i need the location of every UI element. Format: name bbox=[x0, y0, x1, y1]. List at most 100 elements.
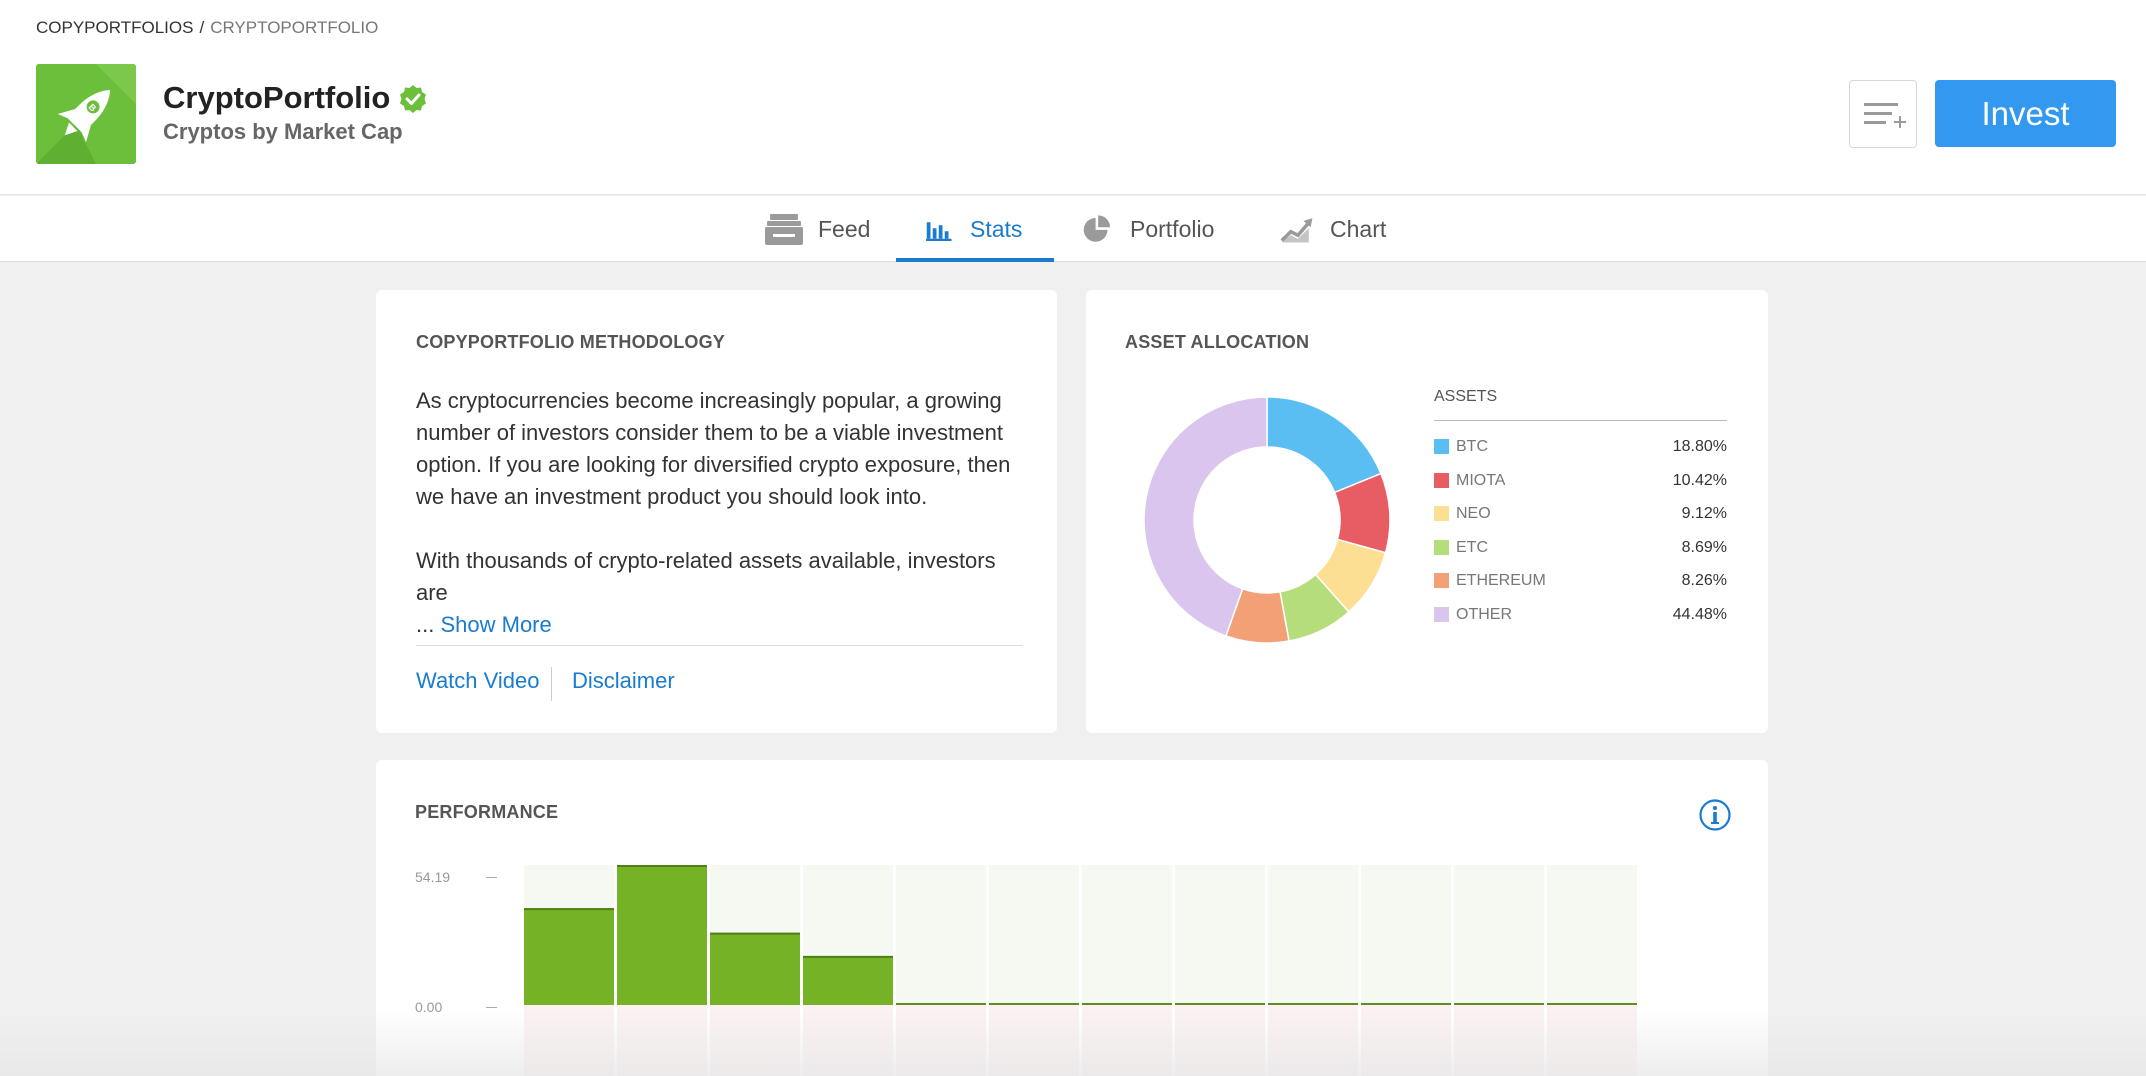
verified-badge-icon bbox=[398, 84, 428, 114]
legend-swatch bbox=[1434, 606, 1449, 622]
performance-bar-zero[interactable] bbox=[1361, 1003, 1451, 1005]
donut-slice-btc[interactable] bbox=[1266, 396, 1382, 494]
performance-bar-zero[interactable] bbox=[989, 1003, 1079, 1005]
legend-asset-percent: 8.26% bbox=[1681, 572, 1727, 589]
legend-asset-name: NEO bbox=[1456, 505, 1491, 522]
show-more-link[interactable]: Show More bbox=[440, 612, 552, 637]
divider bbox=[416, 645, 1023, 646]
methodology-text: As cryptocurrencies become increasingly … bbox=[416, 385, 1026, 641]
performance-bar-zero[interactable] bbox=[896, 1003, 986, 1005]
legend-row-btc[interactable]: BTC 18.80% bbox=[1434, 437, 1727, 457]
tab-portfolio[interactable]: Portfolio bbox=[1082, 196, 1214, 262]
month-column-positive bbox=[1547, 865, 1637, 1005]
performance-bar-zero[interactable] bbox=[1268, 1003, 1358, 1005]
performance-bar-zero[interactable] bbox=[1454, 1003, 1544, 1005]
legend-swatch bbox=[1434, 439, 1449, 454]
page-header: COPYPORTFOLIOS / CRYPTOPORTFOLIO B CryptoP… bbox=[0, 0, 2146, 195]
rocket-bitcoin-icon: B bbox=[36, 64, 136, 164]
performance-bar[interactable] bbox=[524, 908, 614, 1005]
performance-bar-zero[interactable] bbox=[1082, 1003, 1172, 1005]
tab-stats-label: Stats bbox=[970, 215, 1023, 242]
performance-bar-zero[interactable] bbox=[1547, 1003, 1637, 1005]
invest-button[interactable]: Invest bbox=[1935, 80, 2116, 147]
y-tick-mark bbox=[486, 1007, 497, 1008]
donut-slice-other[interactable] bbox=[1143, 396, 1268, 637]
legend-asset-name: ETHEREUM bbox=[1456, 572, 1546, 589]
disclaimer-link[interactable]: Disclaimer bbox=[572, 668, 675, 693]
tab-chart[interactable]: Chart bbox=[1280, 196, 1386, 262]
ellipsis: ... bbox=[416, 612, 435, 637]
methodology-card: COPYPORTFOLIO METHODOLOGY As cryptocurre… bbox=[376, 290, 1057, 733]
asset-allocation-donut bbox=[1143, 396, 1391, 644]
methodology-heading: COPYPORTFOLIO METHODOLOGY bbox=[416, 332, 726, 352]
active-tab-indicator bbox=[896, 258, 1054, 262]
tab-portfolio-label: Portfolio bbox=[1130, 215, 1215, 242]
month-column-positive bbox=[989, 865, 1079, 1005]
add-to-watchlist-button[interactable] bbox=[1849, 80, 1917, 148]
month-column-positive bbox=[1454, 865, 1544, 1005]
pie-chart-icon bbox=[1083, 215, 1111, 242]
month-column-positive bbox=[896, 865, 986, 1005]
legend-row-ethereum[interactable]: ETHEREUM 8.26% bbox=[1434, 571, 1727, 591]
performance-bar[interactable] bbox=[617, 865, 707, 1005]
add-to-watchlist-icon bbox=[1864, 103, 1906, 128]
performance-bar[interactable] bbox=[803, 955, 893, 1005]
legend-swatch bbox=[1434, 472, 1449, 488]
performance-chart: 54.19 0.00 bbox=[415, 865, 1637, 1076]
performance-bar-top bbox=[617, 865, 707, 867]
performance-bar-top bbox=[524, 908, 614, 911]
legend-row-miota[interactable]: MIOTA 10.42% bbox=[1434, 471, 1727, 491]
tab-bar: Feed Stats Portfolio Chart bbox=[0, 196, 2146, 262]
trend-chart-icon bbox=[1280, 218, 1313, 243]
bar-chart-icon bbox=[926, 222, 952, 241]
month-column-negative bbox=[1454, 1005, 1544, 1076]
breadcrumb-current: CRYPTOPORTFOLIO bbox=[210, 18, 379, 37]
legend-asset-name: BTC bbox=[1456, 438, 1488, 455]
legend-asset-percent: 18.80% bbox=[1672, 438, 1727, 455]
tab-chart-label: Chart bbox=[1330, 215, 1387, 242]
legend-swatch bbox=[1434, 573, 1449, 588]
legend-row-etc[interactable]: ETC 8.69% bbox=[1434, 538, 1727, 558]
y-tick-label: 54.19 bbox=[415, 869, 450, 885]
asset-allocation-heading: ASSET ALLOCATION bbox=[1125, 332, 1310, 352]
page-subtitle: Cryptos by Market Cap bbox=[163, 119, 403, 144]
month-column-positive bbox=[1361, 865, 1451, 1005]
watch-video-link[interactable]: Watch Video bbox=[416, 668, 540, 693]
performance-bar-zero[interactable] bbox=[1175, 1003, 1265, 1005]
month-column-positive bbox=[1268, 865, 1358, 1005]
performance-bar-top bbox=[803, 955, 893, 958]
month-column-negative bbox=[1361, 1005, 1451, 1076]
tab-stats[interactable]: Stats bbox=[926, 196, 1022, 262]
month-column-negative bbox=[524, 1005, 614, 1076]
legend-swatch bbox=[1434, 539, 1449, 555]
month-column-negative bbox=[803, 1005, 893, 1076]
assets-legend-heading: ASSETS bbox=[1434, 388, 1498, 405]
methodology-paragraph: As cryptocurrencies become increasingly … bbox=[416, 388, 1011, 509]
month-column-negative bbox=[896, 1005, 986, 1076]
month-column-negative bbox=[710, 1005, 800, 1076]
month-column-positive bbox=[1082, 865, 1172, 1005]
month-column-negative bbox=[1175, 1005, 1265, 1076]
legend-asset-name: OTHER bbox=[1456, 605, 1512, 623]
tab-feed[interactable]: Feed bbox=[764, 196, 870, 262]
legend-swatch bbox=[1434, 506, 1449, 521]
methodology-paragraph-truncated: With thousands of crypto-related assets … bbox=[416, 548, 996, 605]
performance-bar-top bbox=[710, 932, 800, 935]
performance-heading: PERFORMANCE bbox=[415, 802, 559, 822]
month-column-positive bbox=[1175, 865, 1265, 1005]
assets-legend-divider bbox=[1434, 420, 1727, 421]
legend-row-other[interactable]: OTHER 44.48% bbox=[1434, 605, 1727, 625]
breadcrumb-separator: / bbox=[199, 18, 205, 37]
y-tick-label: 0.00 bbox=[415, 999, 442, 1015]
legend-row-neo[interactable]: NEO 9.12% bbox=[1434, 504, 1727, 524]
page-title: CryptoPortfolio bbox=[163, 80, 391, 115]
breadcrumb-root-link[interactable]: COPYPORTFOLIOS bbox=[36, 18, 194, 37]
link-separator bbox=[551, 667, 552, 701]
asset-allocation-card: ASSET ALLOCATION ASSETS BTC 18.80% MIOTA 10… bbox=[1086, 290, 1768, 733]
feed-icon bbox=[765, 214, 803, 245]
legend-asset-percent: 10.42% bbox=[1672, 471, 1727, 489]
performance-bar[interactable] bbox=[710, 932, 800, 1005]
legend-asset-percent: 44.48% bbox=[1672, 605, 1727, 623]
y-tick-mark bbox=[486, 877, 497, 878]
info-icon[interactable] bbox=[1698, 798, 1732, 832]
